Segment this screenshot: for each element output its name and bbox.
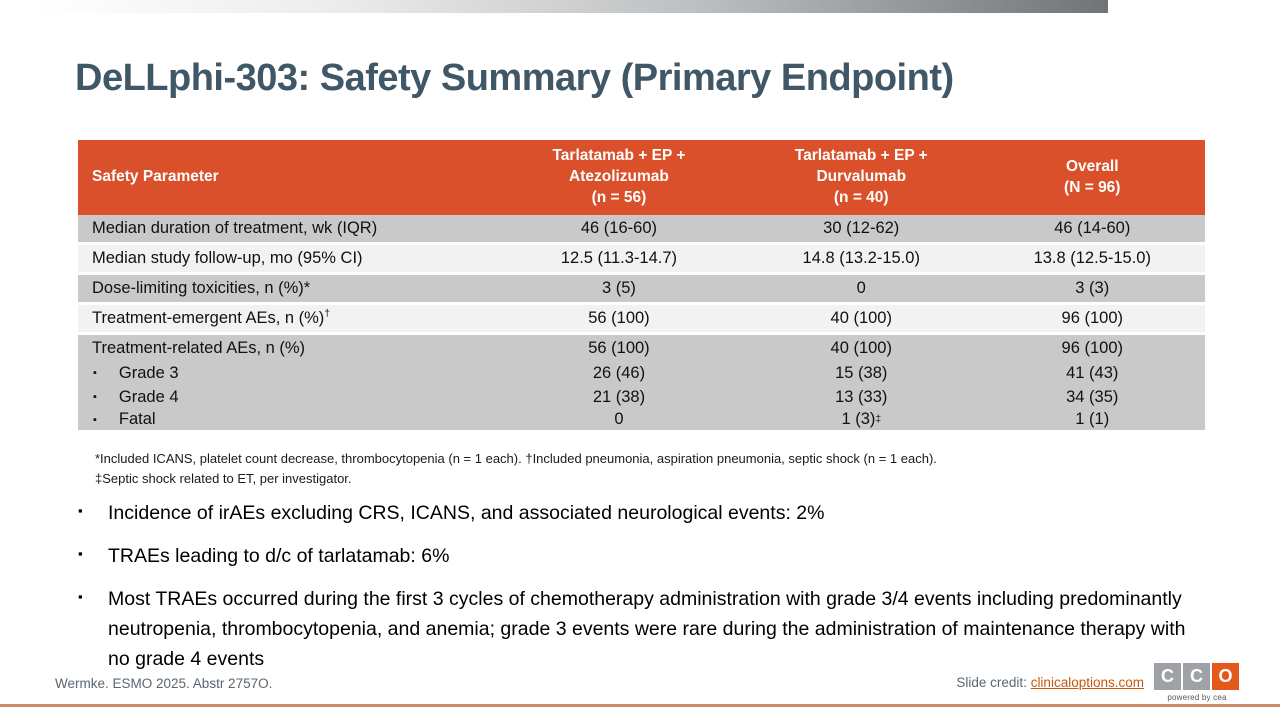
row-value: 40 (100) [830, 309, 892, 327]
square-bullet-icon: ▪ [78, 589, 83, 604]
row-value: 13.8 (12.5-15.0) [1033, 249, 1151, 267]
row-value: 21 (38) [592, 387, 646, 406]
slide-credit: Slide credit: clinicaloptions.com [956, 675, 1144, 690]
square-bullet-icon: ▪ [78, 503, 83, 518]
table-footnotes: *Included ICANS, platelet count decrease… [95, 449, 1205, 488]
row-value: 96 (100) [1061, 309, 1123, 327]
table-body: Median duration of treatment, wk (IQR) 46… [78, 215, 1205, 433]
table-row: Treatment-emergent AEs, n (%)† 56 (100) 40… [78, 305, 1205, 335]
table-row: Median duration of treatment, wk (IQR) 46… [78, 215, 1205, 245]
square-bullet-icon: ▪ [93, 367, 97, 379]
table-header-row: Safety Parameter Tarlatamab + EP + Atezo… [78, 140, 1205, 215]
row-value: 12.5 (11.3-14.7) [560, 249, 678, 267]
row-label: Dose-limiting toxicities, n (%)* [92, 279, 311, 297]
row-value: 3 (3) [1075, 279, 1110, 297]
row-value: 1 (1) [1075, 410, 1110, 428]
row-value: 3 (5) [601, 279, 636, 297]
row-value: 56 (100) [588, 338, 650, 357]
cco-logo-boxes: C C O [1154, 663, 1240, 690]
bullet-item: ▪ TRAEs leading to d/c of tarlatamab: 6% [78, 541, 1212, 571]
table-row: ▪ Fatal 0 1 (3) ‡ 1 (1) [78, 409, 1205, 433]
row-value: 13 (33) [835, 387, 888, 406]
bullet-list: ▪ Incidence of irAEs excluding CRS, ICANS… [78, 498, 1212, 687]
bullet-text: TRAEs leading to d/c of tarlatamab: 6% [108, 545, 450, 567]
bottom-accent-line [0, 704, 1280, 707]
table-header-overall: Overall (N = 96) [1064, 157, 1121, 196]
row-value: 46 (14-60) [1054, 219, 1131, 237]
table-row: ▪ Grade 3 26 (46) 15 (38) 41 (43) [78, 361, 1205, 385]
bullet-text: Incidence of irAEs excluding CRS, ICANS,… [108, 502, 825, 524]
row-value: 15 (38) [835, 363, 888, 382]
row-value: 1 (3) ‡ [841, 410, 882, 428]
logo-letter-o: O [1212, 663, 1239, 690]
row-label: Median duration of treatment, wk (IQR) [92, 219, 378, 237]
footnote-line: ‡Septic shock related to ET, per investi… [95, 470, 352, 486]
table-row: Median study follow-up, mo (95% CI) 12.5 … [78, 245, 1205, 275]
table-row: ▪ Grade 4 21 (38) 13 (33) 34 (35) [78, 385, 1205, 409]
table-header-safety-parameter: Safety Parameter [92, 168, 219, 186]
table-header-durvalumab-arm: Tarlatamab + EP + Durvalumab (n = 40) [794, 147, 928, 206]
logo-tagline: powered by cea [1167, 693, 1227, 702]
row-label: ▪ Grade 4 [93, 387, 179, 406]
row-label: ▪ Grade 3 [93, 363, 179, 382]
square-bullet-icon: ▪ [78, 546, 83, 561]
row-label: Median study follow-up, mo (95% CI) [92, 249, 363, 267]
row-value: 56 (100) [588, 309, 650, 327]
cco-logo: C C O powered by cea [1154, 663, 1240, 702]
row-value: 26 (46) [592, 363, 646, 382]
row-label: Treatment-related AEs, n (%) [92, 338, 306, 357]
row-value: 40 (100) [830, 338, 892, 357]
logo-letter-c1: C [1154, 663, 1181, 690]
square-bullet-icon: ▪ [93, 413, 97, 426]
table-header-atezolizumab-arm: Tarlatamab + EP + Atezolizumab (n = 56) [552, 147, 686, 206]
row-value: 0 [856, 279, 866, 297]
row-label: ▪ Fatal [93, 410, 156, 428]
slide-credit-label: Slide credit: [956, 675, 1027, 690]
safety-table: Safety Parameter Tarlatamab + EP + Atezo… [78, 140, 1205, 433]
row-value: 14.8 (13.2-15.0) [802, 249, 920, 267]
top-gradient-bar [36, 0, 1108, 13]
row-value: 34 (35) [1066, 387, 1119, 406]
row-value: 0 [614, 410, 624, 428]
logo-letter-c2: C [1183, 663, 1210, 690]
square-bullet-icon: ▪ [93, 391, 97, 403]
row-value: 46 (16-60) [580, 219, 658, 237]
table-row: Dose-limiting toxicities, n (%)* 3 (5) 0 3 … [78, 275, 1205, 305]
clinicaloptions-link[interactable]: clinicaloptions.com [1030, 675, 1144, 690]
table-row: Treatment-related AEs, n (%) 56 (100) 40 (… [78, 335, 1205, 361]
row-label: Treatment-emergent AEs, n (%)† [92, 308, 330, 327]
row-value: 41 (43) [1066, 363, 1119, 382]
row-value: 30 (12-62) [823, 219, 900, 237]
row-value: 96 (100) [1061, 338, 1123, 357]
footnote-line: *Included ICANS, platelet count decrease… [95, 451, 937, 466]
bullet-item: ▪ Incidence of irAEs excluding CRS, ICANS… [78, 498, 1212, 528]
reference-citation: Wermke. ESMO 2025. Abstr 2757O. [55, 676, 273, 691]
bullet-item: ▪ Most TRAEs occurred during the first 3 … [78, 584, 1212, 674]
slide-title: DeLLphi-303: Safety Summary (Primary End… [75, 57, 954, 99]
bullet-text: Most TRAEs occurred during the first 3 c… [108, 588, 1186, 670]
